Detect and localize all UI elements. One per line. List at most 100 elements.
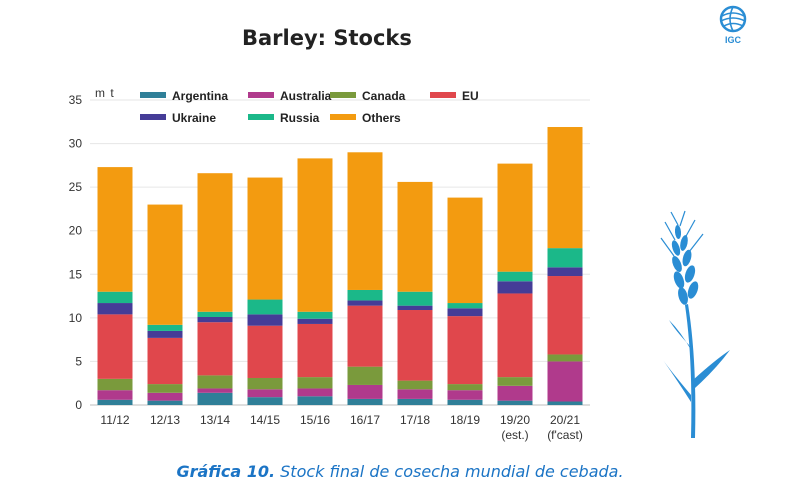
bar-segment-argentina [147, 400, 183, 405]
bar-segment-eu [497, 293, 533, 378]
legend-item: Argentina [140, 89, 228, 103]
bar-segment-ukraine [297, 318, 333, 324]
bar-segment-australia [547, 361, 583, 402]
legend-item: Others [330, 111, 401, 125]
igc-logo: IGC [713, 4, 753, 46]
legend-label: EU [462, 89, 479, 103]
bar-segment-canada [347, 366, 383, 385]
legend-label: Russia [280, 111, 320, 125]
y-tick-label: 0 [75, 398, 82, 412]
bar-segment-australia [197, 388, 233, 393]
bar-segment-canada [197, 375, 233, 389]
bar-segment-eu [347, 305, 383, 367]
bar-segment-russia [447, 303, 483, 309]
bar-segment-australia [147, 392, 183, 401]
bar-segment-ukraine [147, 330, 183, 338]
legend-swatch [248, 92, 274, 98]
x-tick-label: 14/15 [250, 413, 280, 427]
bar-segment-canada [147, 384, 183, 393]
bar-segment-ukraine [197, 316, 233, 323]
legend-swatch [248, 114, 274, 120]
bar-segment-russia [397, 291, 433, 306]
x-tick-label: 16/17 [350, 413, 380, 427]
bar-segment-others [397, 181, 433, 292]
bar-segment-ukraine [347, 300, 383, 306]
bar-segment-eu [397, 310, 433, 381]
y-tick-label: 20 [69, 224, 83, 238]
x-tick-label: 13/14 [200, 413, 230, 427]
legend-swatch [430, 92, 456, 98]
y-tick-label: 35 [69, 93, 83, 107]
y-tick-label: 10 [69, 311, 83, 325]
bar-segment-russia [97, 291, 133, 304]
legend: Argentina Australia Canada EU Ukraine Russia O… [140, 89, 479, 125]
bar-segment-canada [247, 377, 283, 390]
bar-segment-australia [347, 384, 383, 399]
x-tick-label: 15/16 [300, 413, 330, 427]
x-tick-label: 19/20 [500, 413, 530, 427]
bar-segment-others [97, 167, 133, 292]
legend-item: EU [430, 89, 479, 103]
bar-segment-others [247, 177, 283, 300]
bar-segment-argentina [447, 399, 483, 405]
bar-stack [397, 181, 433, 405]
bar-segment-canada [447, 384, 483, 391]
svg-text:IGC: IGC [725, 35, 742, 45]
bar-segment-canada [547, 354, 583, 362]
bar-segment-argentina [547, 401, 583, 405]
legend-swatch [140, 114, 166, 120]
y-tick-label: 30 [69, 137, 83, 151]
bar-segment-others [197, 173, 233, 312]
bar-stack [247, 177, 283, 405]
bar-stack [197, 173, 233, 405]
bar-segment-australia [397, 389, 433, 399]
bar-segment-ukraine [97, 303, 133, 315]
bar-segment-argentina [497, 400, 533, 405]
bar-segment-australia [297, 388, 333, 397]
bar-segment-russia [497, 271, 533, 282]
legend-label: Argentina [172, 89, 228, 103]
legend-label: Ukraine [172, 111, 216, 125]
bar-segment-australia [97, 390, 133, 400]
bar-segment-eu [297, 323, 333, 378]
bar-segment-russia [347, 289, 383, 301]
bar-segment-russia [547, 248, 583, 268]
bar-segment-others [447, 197, 483, 304]
bar-stack [297, 158, 333, 405]
x-tick-sublabel: (est.) [501, 428, 528, 442]
x-tick-label: 12/13 [150, 413, 180, 427]
y-tick-label: 5 [75, 354, 82, 368]
bar-stack [147, 204, 183, 405]
bar-segment-eu [97, 314, 133, 379]
bar-segment-australia [447, 390, 483, 400]
legend-swatch [330, 114, 356, 120]
bar-segment-ukraine [547, 267, 583, 277]
bar-segment-argentina [247, 397, 283, 405]
bar-segment-canada [297, 377, 333, 389]
legend-swatch [330, 92, 356, 98]
bar-segment-ukraine [447, 308, 483, 317]
x-tick-label: 18/19 [450, 413, 480, 427]
y-tick-label: 15 [69, 267, 83, 281]
x-tick-label: 11/12 [100, 413, 129, 427]
bar-segment-argentina [197, 392, 233, 405]
bar-segment-russia [297, 311, 333, 319]
x-tick-label: 17/18 [400, 413, 430, 427]
bar-segment-australia [247, 389, 283, 398]
bar-segment-canada [397, 380, 433, 390]
legend-swatch [140, 92, 166, 98]
bar-segment-eu [447, 316, 483, 385]
legend-item: Canada [330, 89, 406, 103]
bar-segment-argentina [97, 399, 133, 405]
y-axis-unit: m t [95, 86, 115, 100]
bar-segment-others [297, 158, 333, 312]
legend-item: Ukraine [140, 111, 216, 125]
caption-label: Gráfica 10. [176, 462, 276, 481]
bar-segment-argentina [397, 398, 433, 405]
figure-caption: Gráfica 10. Stock final de cosecha mundi… [0, 462, 800, 481]
bar-segment-others [347, 152, 383, 290]
bar-segment-argentina [347, 398, 383, 405]
bar-segment-canada [97, 378, 133, 391]
chart-title: Barley: Stocks [242, 26, 412, 50]
